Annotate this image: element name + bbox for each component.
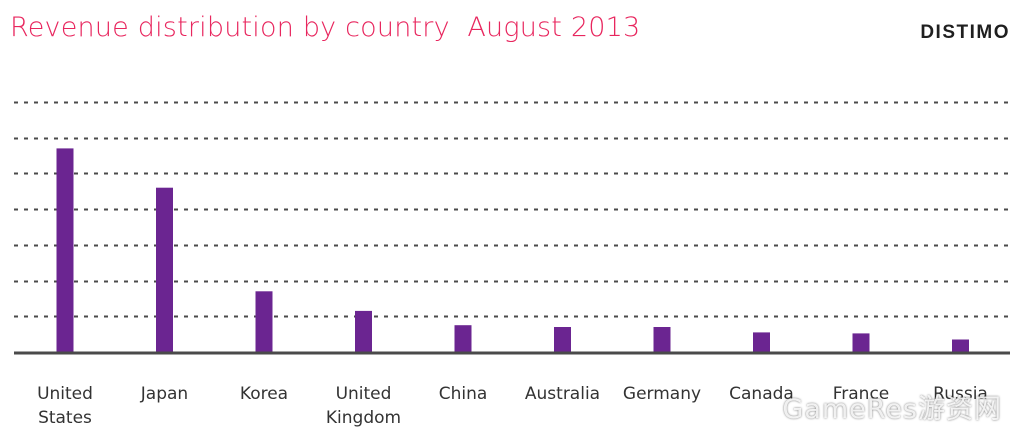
bar-france	[852, 333, 870, 352]
gridlines	[14, 101, 1010, 318]
x-tick-labels: United States Japan Korea United Kingdom China…	[37, 384, 988, 428]
x-tick-label-germany: Germany	[623, 384, 701, 404]
bar-china	[454, 325, 472, 352]
bar-korea	[255, 291, 273, 352]
bars	[56, 148, 969, 352]
bar-germany	[653, 327, 671, 352]
watermark-text: GameRes游资网	[782, 394, 1002, 425]
x-tick-label-france: France	[833, 384, 890, 404]
chart-title: Revenue distribution by country August 2…	[10, 12, 641, 43]
x-tick-label-australia: Australia	[525, 384, 600, 404]
distimo-logo: DISTIMO	[920, 22, 1010, 43]
bar-australia	[554, 327, 571, 352]
x-tick-label-canada: Canada	[729, 384, 794, 404]
bar-russia	[952, 339, 969, 352]
x-tick-label-united-states: United States	[37, 384, 93, 428]
bar-canada	[753, 332, 770, 352]
bar-united-kingdom	[355, 310, 372, 352]
x-tick-label-korea: Korea	[240, 384, 288, 404]
x-tick-label-russia: Russia	[933, 384, 988, 404]
bar-japan	[156, 187, 173, 352]
x-tick-label-china: China	[439, 384, 488, 404]
x-tick-label-united-kingdom: United Kingdom	[326, 384, 401, 428]
x-tick-label-japan: Japan	[140, 384, 188, 404]
bar-united-states	[56, 148, 74, 352]
